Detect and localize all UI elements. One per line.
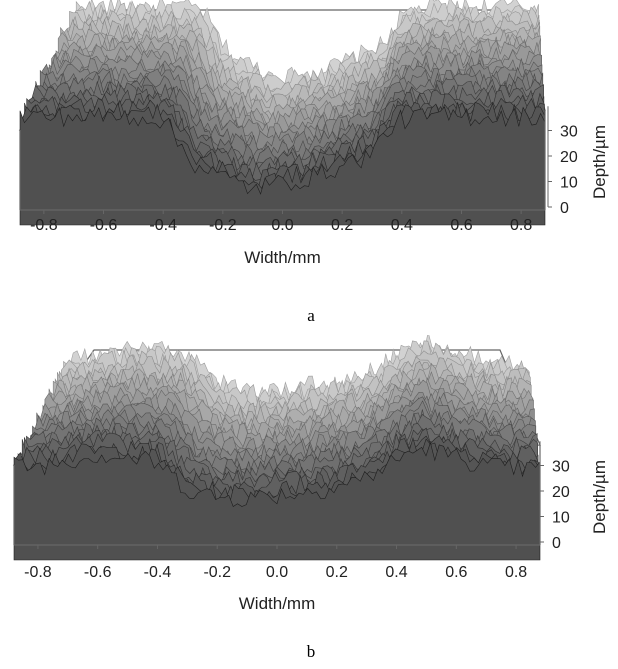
x-tick-label-b-6: 0.4	[385, 564, 407, 581]
z-tick-label-b-0: 0	[552, 535, 561, 552]
x-tick-label-a-5: 0.2	[331, 217, 353, 234]
surface-plot-a: -0.8 -0.6 -0.4 -0.2 0.0 0.2 0.4 0.6 0.8 0 10 20 30 De…	[18, 0, 609, 325]
x-tick-label-b-1: -0.6	[84, 564, 112, 581]
x-axis-title-b: Width/mm	[239, 594, 316, 613]
panel-caption-a: a	[307, 306, 315, 325]
z-tick-label-b-3: 30	[552, 459, 570, 476]
surface-row-a-25	[19, 106, 546, 226]
z-tick-label-b-2: 20	[552, 484, 570, 501]
x-tick-label-a-8: 0.8	[510, 217, 532, 234]
x-tick-label-a-1: -0.6	[90, 217, 118, 234]
z-tick-label-b-1: 10	[552, 510, 570, 527]
surface-row-b-25	[13, 441, 541, 561]
x-tick-label-b-0: -0.8	[24, 564, 52, 581]
x-tick-label-b-3: -0.2	[203, 564, 231, 581]
x-tick-label-a-7: 0.6	[450, 217, 472, 234]
z-tick-label-a-2: 20	[560, 149, 578, 166]
z-axis-title-b: Depth/µm	[590, 460, 609, 534]
x-tick-label-b-5: 0.2	[326, 564, 348, 581]
surface-plot-b: -0.8 -0.6 -0.4 -0.2 0.0 0.2 0.4 0.6 0.8 0 10 20 30 De…	[12, 335, 609, 661]
chart-panel-a: -0.8 -0.6 -0.4 -0.2 0.0 0.2 0.4 0.6 0.8 0 10 20 30 De…	[18, 0, 609, 325]
chart-panel-b: -0.8 -0.6 -0.4 -0.2 0.0 0.2 0.4 0.6 0.8 0 10 20 30 De…	[0, 335, 618, 669]
x-tick-label-b-2: -0.4	[144, 564, 172, 581]
x-axis-title-a: Width/mm	[244, 248, 321, 267]
x-tick-label-b-4: 0.0	[266, 564, 288, 581]
x-tick-label-a-4: 0.0	[271, 217, 293, 234]
x-tick-label-a-2: -0.4	[149, 217, 177, 234]
x-tick-label-a-3: -0.2	[209, 217, 237, 234]
z-tick-label-a-3: 30	[560, 124, 578, 141]
x-tick-label-b-8: 0.8	[505, 564, 527, 581]
z-axis-title-a: Depth/µm	[590, 125, 609, 199]
z-tick-label-a-1: 10	[560, 175, 578, 192]
x-tick-label-a-6: 0.4	[391, 217, 413, 234]
x-tick-label-b-7: 0.6	[445, 564, 467, 581]
panel-caption-b: b	[307, 642, 316, 661]
x-tick-label-a-0: -0.8	[30, 217, 58, 234]
z-tick-label-a-0: 0	[560, 200, 569, 217]
